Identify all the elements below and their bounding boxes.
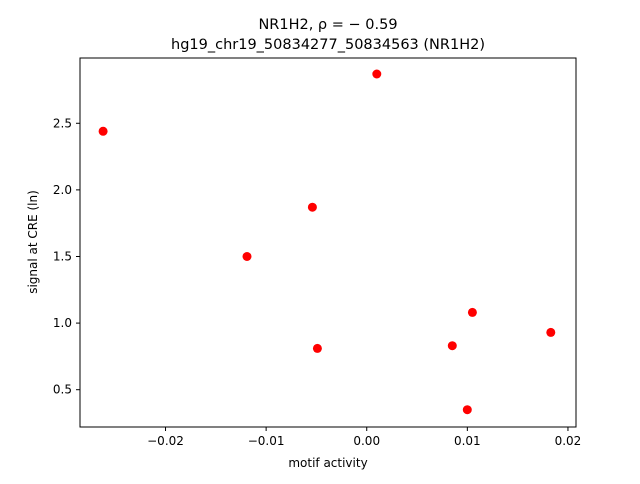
data-point-4: [242, 252, 252, 261]
x-axis-label: motif activity: [288, 456, 367, 470]
y-tick-label: 1.0: [53, 316, 72, 330]
points-layer: [98, 69, 556, 415]
y-tick-label: 2.0: [53, 183, 72, 197]
data-point-8: [546, 327, 556, 337]
y-axis-label: signal at CRE (ln): [26, 190, 40, 294]
data-point-5: [312, 343, 322, 353]
data-point-9: [462, 405, 472, 415]
data-point-7: [467, 307, 477, 317]
data-point-1: [98, 126, 108, 136]
data-point-3: [307, 202, 317, 212]
y-tick-label: 2.5: [53, 116, 72, 130]
x-axis-ticks: −0.02 −0.01 0.00 0.01 0.02: [147, 427, 581, 448]
y-tick-label: 0.5: [53, 383, 72, 397]
y-axis-ticks: 0.5 1.0 1.5 2.0 2.5: [53, 116, 80, 397]
data-point-2: [372, 69, 382, 79]
x-tick-label: −0.01: [248, 434, 285, 448]
plot-area-frame: [79, 57, 577, 428]
x-tick-label: 0.01: [454, 434, 481, 448]
x-tick-label: 0.00: [353, 434, 380, 448]
chart-title-line1: NR1H2, ρ = − 0.59: [258, 17, 397, 33]
chart-title-line2: hg19_chr19_50834277_50834563 (NR1H2): [171, 37, 485, 53]
x-tick-label: −0.02: [147, 434, 184, 448]
data-point-6: [447, 341, 457, 351]
x-tick-label: 0.02: [555, 434, 582, 448]
y-tick-label: 1.5: [53, 249, 72, 263]
